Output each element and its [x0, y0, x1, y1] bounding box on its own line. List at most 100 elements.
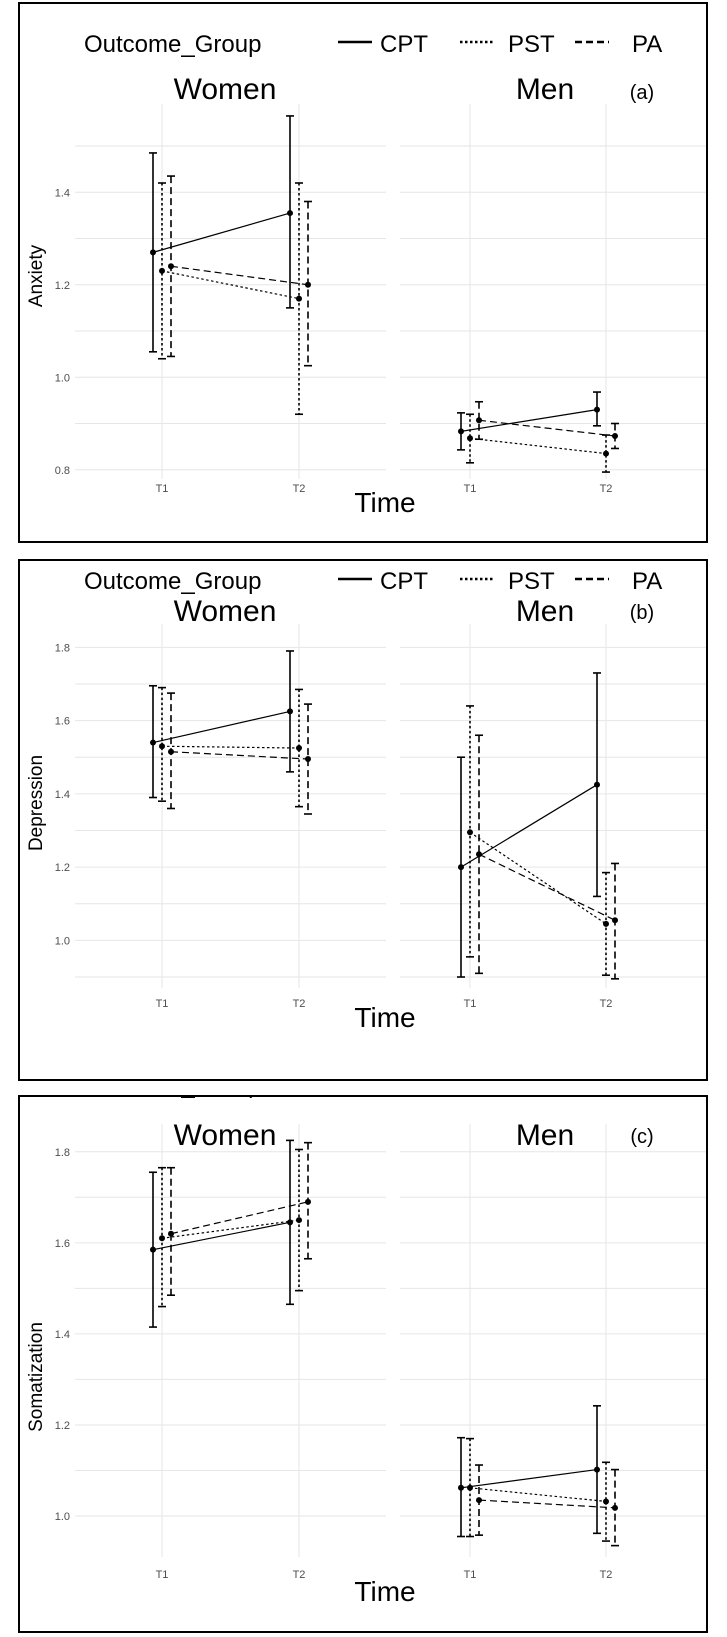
- panel-label: (a): [630, 82, 654, 104]
- data-point: [458, 1484, 464, 1491]
- y-tick-label: 1.8: [55, 642, 70, 654]
- error-bar: [475, 400, 483, 441]
- facet-title: Women: [174, 595, 277, 628]
- series-pst: [158, 1148, 303, 1308]
- y-tick-label: 1.2: [55, 280, 70, 292]
- data-point: [458, 864, 464, 871]
- facet-title: Men: [516, 73, 574, 106]
- x-tick-label: T1: [464, 483, 477, 495]
- panel-label: (b): [630, 602, 654, 624]
- legend-label-cpt: CPT: [380, 31, 428, 58]
- series-pst: [158, 686, 303, 808]
- legend-label-cpt: CPT: [380, 568, 428, 595]
- x-axis-label: Time: [354, 1002, 415, 1033]
- data-point: [305, 281, 311, 288]
- y-axis-label: Depression: [26, 755, 47, 851]
- data-point: [594, 781, 600, 788]
- series-pa: [167, 692, 312, 815]
- series-line-pa: [170, 1201, 309, 1235]
- data-point: [612, 432, 618, 439]
- y-tick-label: 1.4: [55, 187, 70, 199]
- facet-title: Women: [174, 73, 277, 106]
- series-line-pa: [478, 419, 616, 437]
- error-bar: [466, 413, 474, 464]
- x-tick-label: T1: [464, 1569, 477, 1581]
- data-point: [168, 748, 174, 755]
- facet-women: T1 T2 Women: [75, 73, 386, 495]
- data-point: [305, 756, 311, 763]
- data-point: [159, 743, 165, 750]
- y-tick-label: 1.0: [55, 372, 70, 384]
- x-tick-label: T2: [293, 1569, 306, 1581]
- x-tick-label: T2: [600, 483, 613, 495]
- series-line-cpt: [460, 784, 598, 868]
- legend-label-pst: PST: [508, 1097, 555, 1099]
- error-bar: [295, 688, 303, 808]
- data-point: [594, 406, 600, 413]
- data-point: [603, 920, 609, 927]
- series-line-cpt: [460, 1468, 598, 1489]
- x-tick-label: T2: [293, 998, 306, 1010]
- data-point: [159, 1235, 165, 1242]
- series-line-pa: [478, 1499, 616, 1509]
- facet-title: Women: [174, 1119, 277, 1152]
- legend: Outcome_Group CPT PST PA: [84, 1097, 662, 1099]
- series-line-pst: [161, 270, 300, 300]
- legend: Outcome_Group CPT PST PA: [84, 31, 662, 58]
- y-tick-label: 1.2: [55, 862, 70, 874]
- error-bar: [304, 703, 312, 815]
- series-cpt: [149, 1139, 294, 1328]
- data-point: [467, 1484, 473, 1491]
- data-point: [287, 708, 293, 715]
- y-axis-label: Anxiety: [26, 244, 47, 307]
- x-tick-label: T1: [156, 483, 169, 495]
- series-line-cpt: [152, 1221, 291, 1251]
- data-point: [150, 249, 156, 256]
- legend-label-pa: PA: [632, 1097, 662, 1099]
- facet-title: Men: [516, 1119, 574, 1152]
- series-pst: [466, 1437, 610, 1542]
- data-point: [476, 851, 482, 858]
- series-pa: [167, 175, 312, 367]
- legend-title: Outcome_Group: [84, 568, 261, 595]
- data-point: [458, 428, 464, 435]
- facet-title: Men: [516, 595, 574, 628]
- legend-label-cpt: CPT: [380, 1097, 428, 1099]
- error-bar: [158, 182, 166, 360]
- series-line-cpt: [460, 409, 598, 432]
- facet-men: T1 T2 Men: [400, 73, 706, 495]
- data-point: [287, 210, 293, 217]
- x-axis-label: Time: [354, 487, 415, 518]
- data-point: [594, 1466, 600, 1473]
- somatization-panel: Outcome_Group CPT PST PA (c) Somatization Time…: [18, 1095, 708, 1633]
- series-pa: [475, 734, 619, 980]
- error-bar: [167, 1166, 175, 1296]
- x-tick-label: T2: [600, 998, 613, 1010]
- series-pa: [167, 1141, 312, 1296]
- series-line-pst: [161, 745, 300, 749]
- data-point: [476, 1497, 482, 1504]
- data-point: [296, 745, 302, 752]
- y-tick-label: 1.4: [55, 789, 70, 801]
- data-point: [150, 1246, 156, 1253]
- data-point: [467, 435, 473, 442]
- series-line-pst: [469, 831, 607, 925]
- series-line-pst: [469, 1487, 607, 1503]
- data-point: [603, 1498, 609, 1505]
- series-pa: [475, 1464, 619, 1547]
- anxiety-panel: Outcome_Group CPT PST PA (a) Anxiety Time T1 T2 W…: [18, 2, 708, 543]
- data-point: [168, 1230, 174, 1237]
- facet-men: T1 T2 Men: [400, 1119, 706, 1581]
- data-point: [168, 263, 174, 270]
- y-tick-label: 1.8: [55, 1147, 70, 1159]
- x-tick-label: T1: [156, 1569, 169, 1581]
- depression-chart: Outcome_Group CPT PST PA(b)DepressionTimeT1…: [26, 568, 706, 1033]
- x-axis-label: Time: [354, 1576, 415, 1607]
- legend: Outcome_Group CPT PST PA: [84, 568, 662, 595]
- y-tick-label: 1.4: [55, 1329, 70, 1341]
- y-tick-label: 0.8: [55, 465, 70, 477]
- y-axis-label: Somatization: [26, 1322, 47, 1432]
- facet-men: T1 T2 Men: [400, 595, 706, 1010]
- x-tick-label: T2: [600, 1569, 613, 1581]
- facet-women: T1 T2 Women: [75, 1119, 386, 1581]
